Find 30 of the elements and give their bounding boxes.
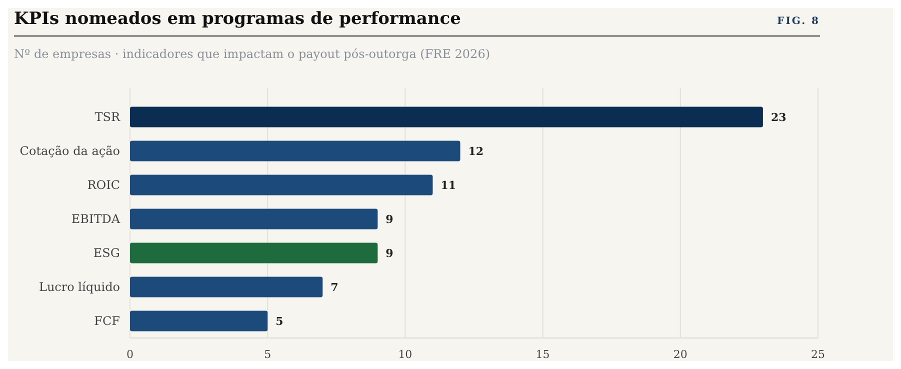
x-tick-label: 10 [398, 348, 412, 361]
y-tick-label: TSR [94, 110, 121, 124]
data-label: 12 [468, 144, 484, 158]
bar [130, 276, 323, 298]
data-label: 9 [386, 246, 394, 260]
chart-subtitle: Nº de empresas · indicadores que impactam o payout pós-outorga (FRE 2026) [14, 47, 490, 61]
y-tick-label: Cotação da ação [20, 144, 120, 158]
bar [130, 174, 433, 196]
bar [130, 106, 763, 128]
y-tick-label: ROIC [87, 178, 120, 192]
y-tick-label: EBITDA [71, 212, 120, 226]
data-label: 5 [276, 314, 284, 328]
x-tick-label: 5 [264, 348, 272, 361]
y-tick-label: Lucro líquido [38, 280, 120, 294]
x-tick-label: 25 [811, 348, 825, 361]
x-tick-label: 15 [536, 348, 550, 361]
x-tick-label: 0 [126, 348, 134, 361]
bar [130, 140, 460, 162]
bar [130, 208, 378, 230]
chart-title: KPIs nomeados em programas de performance [14, 9, 462, 29]
bar [130, 242, 378, 264]
y-tick-label: FCF [94, 314, 120, 328]
data-label: 9 [386, 212, 394, 226]
bar [130, 310, 268, 332]
data-label: 23 [770, 110, 786, 124]
y-tick-label: ESG [93, 246, 120, 260]
x-tick-label: 20 [673, 348, 688, 361]
caption: FIG. 8 [777, 16, 820, 27]
data-label: 7 [330, 280, 338, 294]
data-label: 11 [440, 178, 456, 192]
